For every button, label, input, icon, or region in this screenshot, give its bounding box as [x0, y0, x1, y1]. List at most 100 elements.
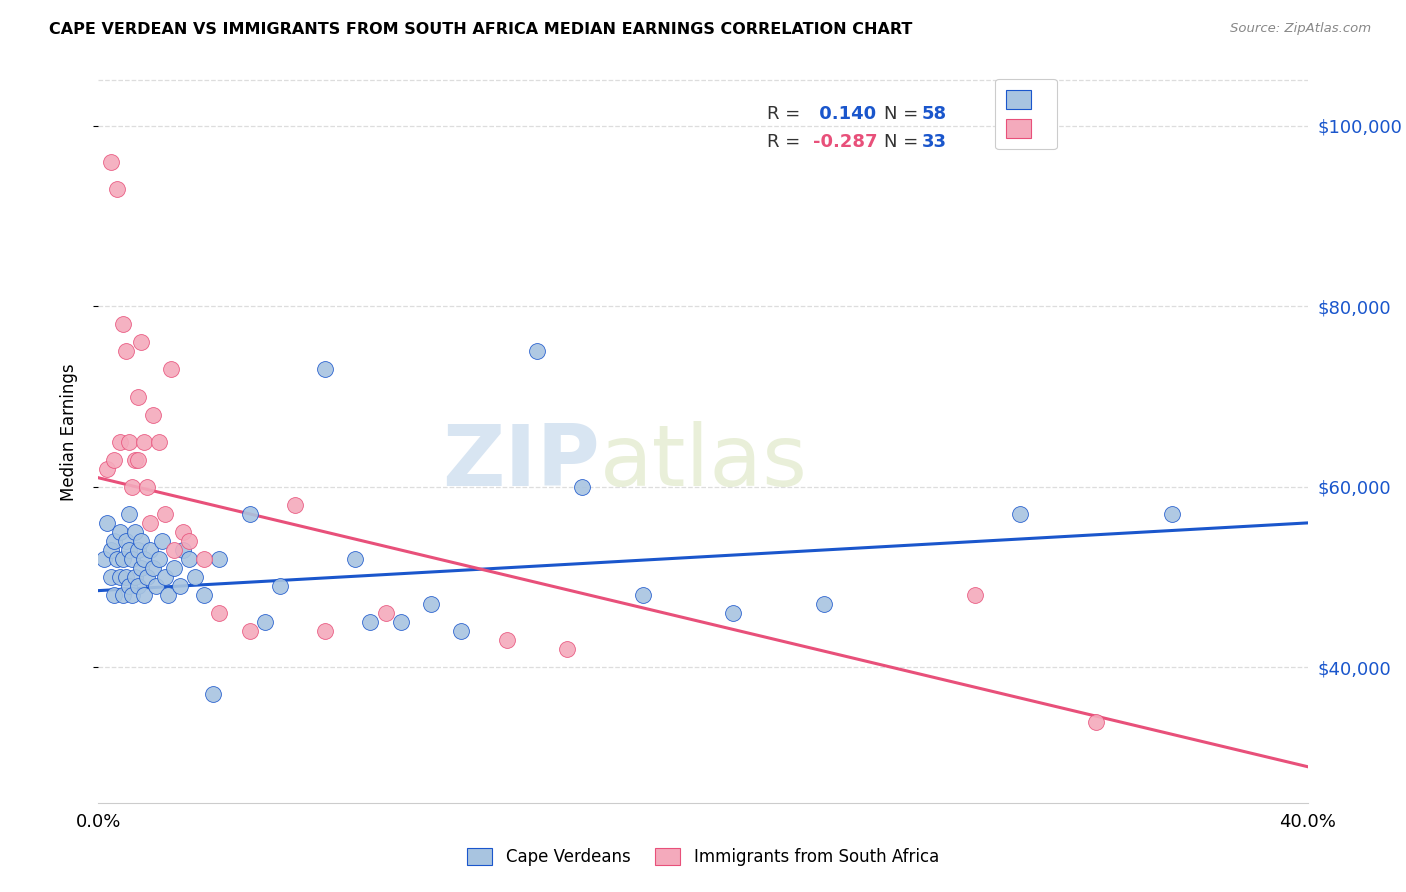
Point — [526, 344, 548, 359]
Point — [142, 408, 165, 422]
Point — [360, 615, 382, 630]
Point — [121, 588, 143, 602]
Point — [344, 552, 367, 566]
Point — [184, 570, 207, 584]
Point — [153, 507, 176, 521]
Point — [172, 524, 194, 539]
Text: 0.140: 0.140 — [813, 105, 876, 123]
Point — [160, 362, 183, 376]
Text: 58: 58 — [922, 105, 948, 123]
Point — [253, 615, 276, 630]
Point — [148, 434, 170, 449]
Text: Source: ZipAtlas.com: Source: ZipAtlas.com — [1230, 22, 1371, 36]
Point — [129, 533, 152, 548]
Point — [420, 597, 443, 611]
Point — [169, 579, 191, 593]
Point — [135, 480, 157, 494]
Point — [118, 434, 141, 449]
Point — [103, 452, 125, 467]
Point — [139, 543, 162, 558]
Point — [208, 606, 231, 620]
Point — [127, 390, 149, 404]
Point — [965, 588, 987, 602]
Text: -0.287: -0.287 — [813, 133, 877, 151]
Point — [132, 588, 155, 602]
Point — [105, 552, 128, 566]
Point — [132, 552, 155, 566]
Text: 33: 33 — [922, 133, 946, 151]
Point — [150, 533, 173, 548]
Point — [495, 633, 517, 648]
Point — [1160, 507, 1182, 521]
Text: N =: N = — [884, 105, 924, 123]
Point — [96, 461, 118, 475]
Point — [108, 570, 131, 584]
Point — [571, 480, 593, 494]
Point — [114, 533, 136, 548]
Legend: Cape Verdeans, Immigrants from South Africa: Cape Verdeans, Immigrants from South Afr… — [458, 840, 948, 875]
Point — [163, 543, 186, 558]
Point — [202, 688, 225, 702]
Point — [108, 524, 131, 539]
Point — [193, 588, 215, 602]
Point — [813, 597, 835, 611]
Point — [193, 552, 215, 566]
Point — [179, 533, 201, 548]
Point — [108, 434, 131, 449]
Point — [314, 624, 336, 639]
Point — [723, 606, 745, 620]
Point — [172, 543, 194, 558]
Point — [163, 561, 186, 575]
Point — [314, 362, 336, 376]
Point — [127, 543, 149, 558]
Point — [121, 480, 143, 494]
Point — [129, 561, 152, 575]
Point — [129, 335, 152, 350]
Point — [284, 498, 307, 512]
Point — [103, 533, 125, 548]
Text: R =: R = — [768, 105, 806, 123]
Y-axis label: Median Earnings: Median Earnings — [59, 364, 77, 501]
Point — [135, 570, 157, 584]
Point — [105, 182, 128, 196]
Point — [124, 570, 146, 584]
Point — [555, 642, 578, 657]
Point — [100, 154, 122, 169]
Point — [1085, 714, 1108, 729]
Point — [269, 579, 291, 593]
Point — [93, 552, 115, 566]
Legend: , : , — [995, 78, 1057, 149]
Point — [124, 524, 146, 539]
Point — [239, 624, 262, 639]
Point — [179, 552, 201, 566]
Point — [111, 552, 134, 566]
Point — [374, 606, 396, 620]
Point — [100, 570, 122, 584]
Point — [208, 552, 231, 566]
Text: atlas: atlas — [600, 421, 808, 504]
Text: N =: N = — [884, 133, 924, 151]
Point — [1010, 507, 1032, 521]
Text: R =: R = — [768, 133, 806, 151]
Point — [142, 561, 165, 575]
Point — [145, 579, 167, 593]
Point — [148, 552, 170, 566]
Point — [100, 543, 122, 558]
Point — [127, 452, 149, 467]
Point — [103, 588, 125, 602]
Point — [114, 344, 136, 359]
Point — [127, 579, 149, 593]
Point — [114, 570, 136, 584]
Point — [139, 516, 162, 530]
Point — [118, 543, 141, 558]
Point — [111, 588, 134, 602]
Text: ZIP: ZIP — [443, 421, 600, 504]
Point — [450, 624, 472, 639]
Point — [239, 507, 262, 521]
Text: CAPE VERDEAN VS IMMIGRANTS FROM SOUTH AFRICA MEDIAN EARNINGS CORRELATION CHART: CAPE VERDEAN VS IMMIGRANTS FROM SOUTH AF… — [49, 22, 912, 37]
Point — [124, 452, 146, 467]
Point — [132, 434, 155, 449]
Point — [96, 516, 118, 530]
Point — [118, 507, 141, 521]
Point — [631, 588, 654, 602]
